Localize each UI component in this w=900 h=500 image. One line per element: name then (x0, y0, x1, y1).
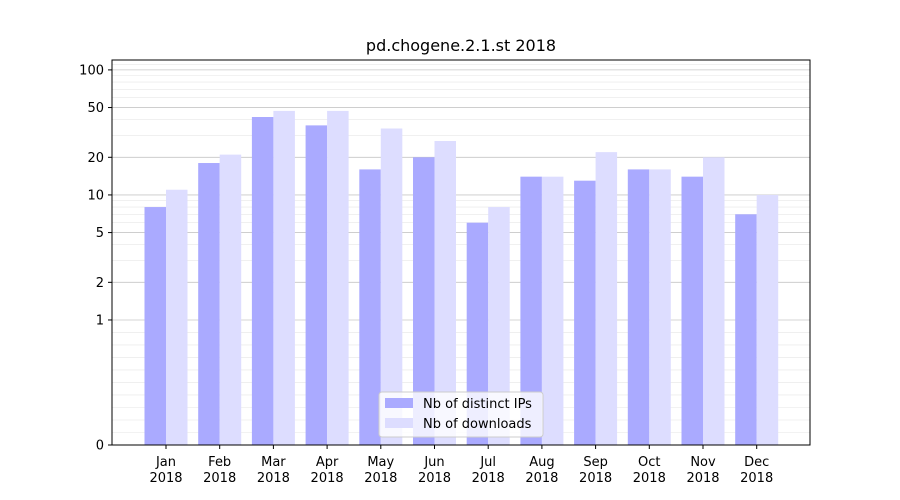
bar-distinct-ips (627, 169, 650, 445)
x-tick-label: Mar 2018 (257, 455, 290, 486)
legend-swatch-downloads (385, 418, 413, 428)
bar-downloads (434, 140, 456, 445)
x-tick-label: Dec 2018 (740, 455, 773, 486)
y-tick-label: 2 (96, 276, 104, 291)
bar-distinct-ips (413, 157, 435, 445)
bar-distinct-ips (198, 163, 220, 445)
x-tick-label: Nov 2018 (686, 455, 719, 486)
x-tick-label: Feb 2018 (203, 455, 236, 486)
x-tick-label: Apr 2018 (311, 455, 344, 486)
y-tick-label: 1 (96, 313, 104, 328)
y-tick-label: 50 (87, 101, 104, 116)
bar-downloads (219, 154, 242, 446)
x-tick-label: Aug 2018 (525, 455, 558, 486)
bar-downloads (703, 157, 725, 445)
bar-distinct-ips (681, 176, 703, 445)
axis-layer: 0 1 2 5 10 20 50 100 Jan 2018 Feb 2018 Mar 2018 Apr 201… (79, 63, 773, 486)
bar-distinct-ips (251, 117, 274, 445)
x-tick-label: Jul 2018 (472, 455, 505, 486)
y-tick-label: 20 (87, 151, 104, 166)
bar-distinct-ips (520, 176, 542, 445)
bar-distinct-ips (305, 125, 328, 445)
plot-frame (111, 59, 811, 446)
legend-box (378, 391, 544, 438)
legend-label-downloads: Nb of downloads (423, 417, 532, 432)
bar-downloads (595, 152, 618, 445)
x-tick-label: Jan 2018 (149, 455, 182, 486)
x-tick-label: Sep 2018 (579, 455, 612, 486)
x-tick-label: May 2018 (364, 455, 397, 486)
bar-distinct-ips (735, 214, 757, 445)
bar-downloads (166, 189, 188, 445)
bar-downloads (273, 110, 295, 445)
bar-downloads (756, 194, 779, 445)
chart-title: pd.chogene.2.1.st 2018 (366, 36, 556, 55)
bar-distinct-ips (359, 169, 381, 445)
legend-label-ips: Nb of distinct IPs (423, 397, 532, 412)
legend: Nb of distinct IPs Nb of downloads (378, 391, 544, 438)
bar-downloads (488, 207, 510, 445)
bar-distinct-ips (574, 180, 596, 445)
y-tick-label: 5 (96, 226, 104, 241)
bar-distinct-ips (466, 222, 489, 445)
y-tick-label: 100 (79, 63, 104, 78)
bar-downloads (327, 110, 349, 445)
bar-downloads (380, 128, 403, 445)
bar-distinct-ips (144, 207, 166, 445)
x-tick-label: Oct 2018 (633, 455, 666, 486)
bar-downloads (649, 169, 671, 445)
y-tick-label: 10 (87, 188, 104, 203)
bar-downloads (541, 176, 564, 445)
y-tick-label: 0 (96, 439, 104, 454)
x-tick-label: Jun 2018 (418, 455, 451, 486)
bars-layer (144, 110, 779, 446)
legend-swatch-ips (385, 398, 413, 408)
